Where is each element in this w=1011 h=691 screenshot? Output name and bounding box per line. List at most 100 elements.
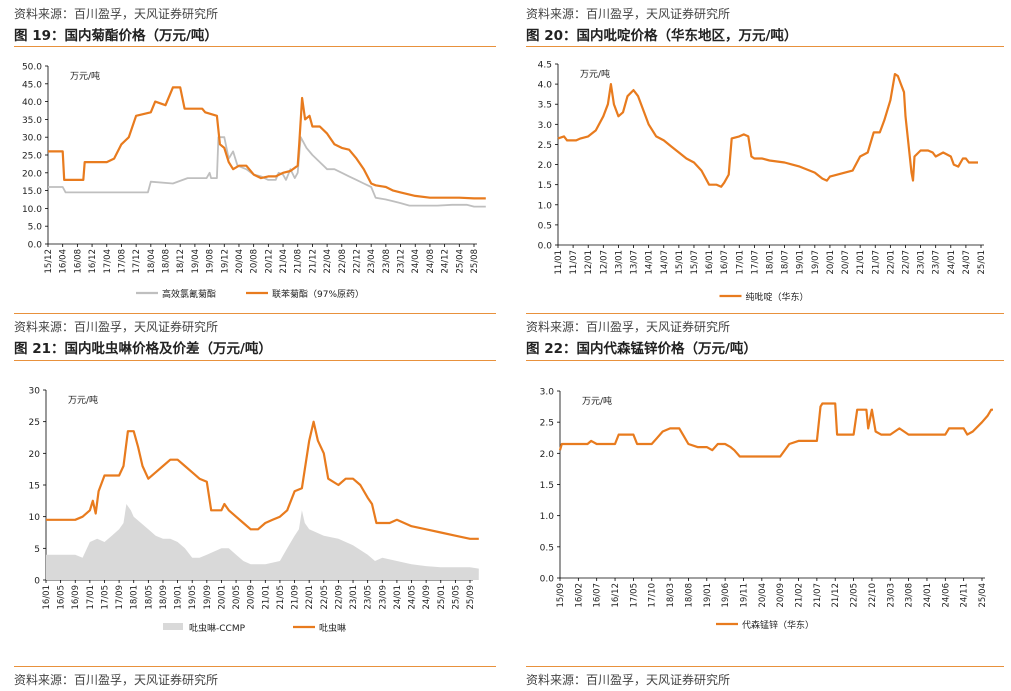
x-tick-label: 17/09: [115, 585, 125, 610]
x-tick-label: 20/01: [826, 250, 836, 275]
x-tick-label: 24/11: [960, 583, 970, 608]
x-tick-label: 25/04: [455, 249, 465, 274]
x-tick-label: 17/08: [117, 249, 127, 274]
x-tick-label: 18/05: [144, 585, 154, 610]
y-tick-label: 4.5: [538, 61, 552, 71]
x-tick-label: 19/12: [220, 249, 230, 274]
x-tick-label: 19/09: [203, 585, 213, 610]
x-tick-label: 23/01: [917, 250, 927, 275]
x-tick-label: 16/02: [574, 583, 584, 608]
x-tick-label: 19/07: [811, 250, 821, 275]
x-tick-label: 22/04: [323, 249, 333, 274]
x-tick-label: 19/08: [206, 249, 216, 274]
series-line-0: [558, 402, 993, 458]
y-tick-label: 15.0: [22, 187, 42, 197]
x-tick-label: 23/08: [382, 249, 392, 274]
divider: [14, 313, 496, 314]
source-note: 资料来源：百川盈孚，天风证券研究所: [14, 320, 219, 334]
x-tick-label: 17/12: [132, 249, 142, 274]
x-tick-label: 19/01: [703, 583, 713, 608]
y-tick-label: 15: [29, 482, 40, 492]
x-tick-label: 22/08: [338, 249, 348, 274]
x-tick-label: 11/07: [569, 250, 579, 275]
x-tick-label: 25/09: [466, 585, 476, 610]
source-note: 资料来源：百川盈孚，天风证券研究所: [14, 673, 219, 687]
chart-21: 30 25 20 15 10 5 0 万元/吨 16/01 16/05 16/09 17/01 17/0…: [29, 387, 479, 634]
x-tick-label: 15/01: [675, 250, 685, 275]
x-tick-label: 23/03: [886, 583, 896, 608]
unit-label: 万元/吨: [68, 394, 98, 406]
y-tick-label: 5: [34, 545, 40, 555]
legend-label: 高效氯氰菊酯: [162, 288, 216, 300]
x-tick-label: 25/08: [470, 249, 480, 274]
y-tick-label: 0.5: [538, 221, 552, 231]
x-tick-label: 17/07: [750, 250, 760, 275]
y-tick-label: 10: [29, 513, 41, 523]
y-tick-label: 2.5: [540, 419, 554, 429]
y-tick-label: 2.0: [538, 161, 553, 171]
series-line-1: [46, 420, 479, 540]
x-tick-label: 18/07: [781, 250, 791, 275]
x-tick-label: 23/04: [367, 249, 377, 274]
y-tick-label: 2.0: [540, 450, 555, 460]
y-tick-label: 0.0: [540, 575, 555, 585]
x-tick-label: 18/09: [159, 585, 169, 610]
x-tick-label: 20/04: [235, 249, 245, 274]
y-tick-label: 0.0: [538, 242, 553, 252]
x-tick-label: 17/05: [100, 585, 110, 610]
x-tick-label: 16/08: [73, 249, 83, 274]
unit-label: 万元/吨: [582, 395, 612, 407]
x-tick-label: 23/05: [364, 585, 374, 610]
source-note: 资料来源：百川盈孚，天风证券研究所: [526, 673, 731, 687]
chart-title-21: 图 21：国内吡虫啉价格及价差（万元/吨）: [14, 341, 272, 357]
x-tick-label: 20/04: [758, 583, 768, 608]
x-tick-label: 16/01: [705, 250, 715, 275]
y-tick-label: 20.0: [22, 169, 42, 179]
x-tick-label: 16/05: [57, 585, 67, 610]
x-tick-label: 19/11: [739, 583, 749, 608]
x-tick-label: 24/07: [962, 250, 972, 275]
x-tick-label: 18/03: [666, 583, 676, 608]
legend-label: 纯吡啶（华东）: [746, 291, 809, 303]
x-tick-label: 21/04: [279, 249, 289, 274]
source-note: 资料来源：百川盈孚，天风证券研究所: [14, 7, 219, 21]
title-underline: [526, 46, 1004, 47]
x-tick-label: 15/07: [690, 250, 700, 275]
x-tick-label: 20/09: [247, 585, 257, 610]
x-tick-label: 24/01: [947, 250, 957, 275]
title-underline: [14, 46, 496, 47]
x-tick-label: 20/09: [776, 583, 786, 608]
x-tick-label: 20/12: [264, 249, 274, 274]
x-tick-label: 25/01: [437, 585, 447, 610]
x-tick-label: 15/12: [44, 249, 54, 274]
y-tick-label: 0.0: [28, 241, 43, 251]
chart-22: 3.0 2.5 2.0 1.5 1.0 0.5 0.0 万元/吨 15/09 16/02 16/07…: [540, 388, 993, 631]
y-tick-label: 0: [34, 577, 40, 587]
y-tick-label: 1.5: [540, 481, 554, 491]
x-tick-label: 16/07: [720, 250, 730, 275]
x-tick-label: 22/09: [334, 585, 344, 610]
x-tick-label: 25/01: [977, 250, 987, 275]
x-tick-label: 13/01: [614, 250, 624, 275]
y-tick-label: 30: [29, 387, 41, 397]
x-tick-label: 21/12: [831, 583, 841, 608]
y-tick-label: 1.0: [538, 201, 553, 211]
y-tick-label: 40.0: [22, 98, 42, 108]
x-tick-label: 23/01: [349, 585, 359, 610]
x-tick-label: 24/12: [441, 249, 451, 274]
x-tick-label: 20/01: [217, 585, 227, 610]
x-tick-label: 24/04: [411, 249, 421, 274]
x-tick-label: 18/01: [766, 250, 776, 275]
x-tick-label: 21/09: [291, 585, 301, 610]
x-tick-label: 18/08: [684, 583, 694, 608]
x-tick-label: 25/04: [978, 583, 988, 608]
y-tick-label: 2.5: [538, 141, 552, 151]
y-tick-label: 25: [29, 418, 40, 428]
series-line-0: [48, 136, 486, 208]
x-tick-label: 15/09: [556, 583, 566, 608]
x-tick-label: 21/08: [294, 249, 304, 274]
x-tick-label: 22/01: [305, 585, 315, 610]
x-tick-label: 17/10: [648, 583, 658, 608]
x-tick-label: 17/01: [735, 250, 745, 275]
x-tick-label: 12/01: [584, 250, 594, 275]
